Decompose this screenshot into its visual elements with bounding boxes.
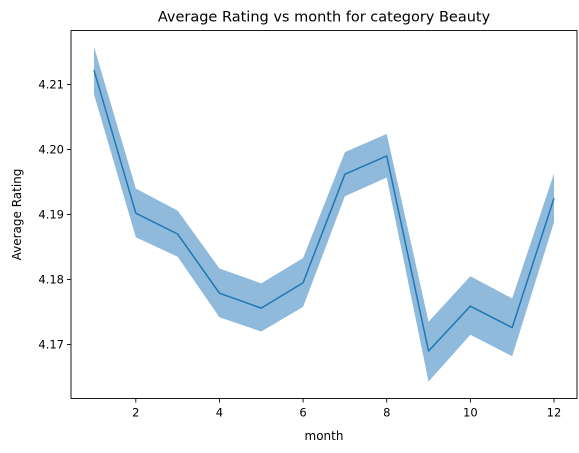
- x-axis-label: month: [305, 429, 344, 443]
- x-tick-label: 4: [216, 406, 223, 420]
- x-tick-label: 8: [383, 406, 390, 420]
- series-line: [93, 69, 555, 352]
- x-axis: 2 4 6 8 10 12: [132, 398, 562, 420]
- y-tick-label: 4.20: [38, 142, 64, 156]
- x-tick-label: 2: [132, 406, 139, 420]
- y-tick-label: 4.18: [38, 273, 64, 287]
- chart-title: Average Rating vs month for category Bea…: [158, 10, 491, 26]
- plot-frame: [70, 30, 578, 399]
- y-axis: 4.17 4.18 4.19 4.20 4.21: [38, 77, 71, 352]
- x-tick-label: 6: [299, 406, 306, 420]
- x-tick-label: 10: [463, 406, 478, 420]
- confidence-band: [94, 46, 554, 382]
- x-tick-label: 12: [547, 406, 562, 420]
- y-tick-label: 4.17: [38, 338, 64, 352]
- y-tick-label: 4.19: [38, 208, 64, 222]
- plot-area: [93, 46, 555, 382]
- y-tick-label: 4.21: [38, 77, 64, 91]
- y-axis-label: Average Rating: [10, 169, 24, 261]
